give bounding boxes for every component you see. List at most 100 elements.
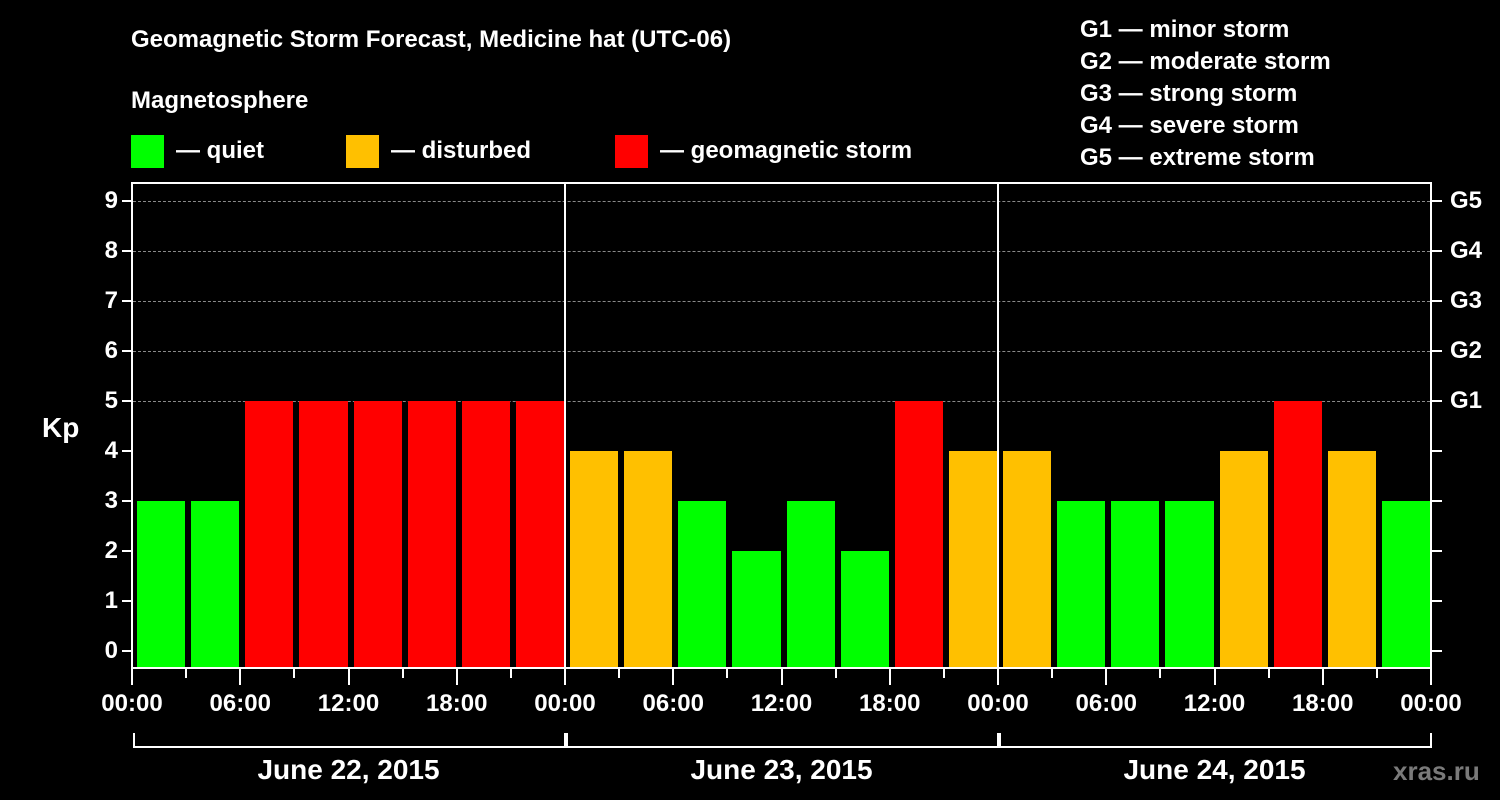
y-tick-right [1432, 350, 1442, 352]
x-tick-minor [1051, 669, 1054, 678]
g-scale-label: G1 [1450, 387, 1483, 414]
kp-bar [353, 401, 402, 668]
legend-label-storm: — geomagnetic storm [660, 137, 913, 164]
y-tick-right [1432, 400, 1442, 402]
legend-disturbed: — disturbed [346, 134, 531, 168]
x-tick-major [672, 669, 675, 685]
x-tick-label: 12:00 [750, 690, 813, 717]
g-scale-label: G4 [1450, 237, 1483, 264]
x-tick-major [564, 669, 566, 685]
chart-title: Geomagnetic Storm Forecast, Medicine hat… [131, 26, 732, 53]
g-scale-label: G5 [1450, 187, 1483, 214]
kp-bar [1273, 401, 1322, 668]
y-tick-label: 9 [104, 187, 118, 214]
storm-scale-legend: G1 — minor storm G2 — moderate storm G3 … [1080, 14, 1331, 174]
y-tick-right [1432, 500, 1442, 502]
kp-bar [840, 551, 889, 668]
day-label: June 22, 2015 [257, 754, 440, 785]
y-tick [122, 350, 132, 352]
x-tick-minor [1375, 669, 1378, 678]
x-tick-major [997, 669, 999, 685]
y-tick-right [1432, 550, 1442, 552]
y-tick-right [1432, 450, 1442, 452]
x-tick-minor [726, 669, 729, 678]
y-tick-label: 1 [104, 587, 118, 614]
x-tick-label: 00:00 [1400, 690, 1462, 717]
kp-bar [732, 551, 781, 668]
y-tick-label: 5 [104, 387, 118, 414]
y-tick-label: 6 [104, 337, 118, 364]
x-tick-minor [942, 669, 945, 678]
storm-scale-g2: G2 — moderate storm [1080, 48, 1331, 75]
day-bracket [566, 733, 999, 748]
x-tick-label: 00:00 [967, 690, 1029, 717]
x-tick-label: 06:00 [1075, 690, 1137, 717]
storm-scale-g5: G5 — extreme storm [1080, 144, 1315, 171]
x-tick-major [1213, 669, 1216, 685]
g-scale-label: G2 [1450, 337, 1483, 364]
x-tick-major [239, 669, 242, 685]
x-tick-minor [509, 669, 512, 678]
y-tick [122, 500, 132, 502]
kp-bar [624, 451, 673, 668]
kp-bar [1165, 501, 1214, 668]
kp-bar [1057, 501, 1106, 668]
y-tick [122, 550, 132, 552]
y-tick [122, 400, 132, 402]
x-tick-minor [834, 669, 837, 678]
kp-bar [678, 501, 727, 668]
legend-swatch-storm [615, 134, 648, 168]
kp-bar [786, 501, 835, 668]
day-label: June 24, 2015 [1123, 754, 1306, 785]
gridline [133, 301, 1430, 302]
legend-swatch-quiet [131, 134, 164, 168]
legend-label-disturbed: — disturbed [391, 137, 532, 164]
gridline [133, 401, 1430, 402]
gridline [133, 201, 1430, 202]
legend-swatch-disturbed [346, 134, 379, 168]
y-tick-right [1432, 600, 1442, 602]
storm-scale-g3: G3 — strong storm [1080, 80, 1298, 107]
legend-quiet: — quiet [131, 134, 264, 168]
x-tick-major [888, 669, 891, 685]
y-tick [122, 650, 132, 652]
y-tick-label: 3 [104, 487, 118, 514]
x-tick-label: 12:00 [1183, 690, 1246, 717]
gridline [133, 351, 1430, 352]
chart-subtitle: Magnetosphere [131, 87, 309, 114]
day-divider [997, 182, 999, 669]
kp-bar [137, 501, 186, 668]
kp-bar [1219, 451, 1268, 668]
kp-bar [1111, 501, 1160, 668]
plot-frame [131, 182, 1432, 669]
x-tick-minor [185, 669, 188, 678]
x-tick-minor [293, 669, 296, 678]
kp-bar [1003, 451, 1052, 668]
kp-bar [299, 401, 348, 668]
y-tick [122, 250, 132, 252]
x-tick-label: 00:00 [534, 690, 596, 717]
gridline [133, 251, 1430, 252]
y-axis-label: Kp [42, 412, 80, 443]
y-tick-right [1432, 300, 1442, 302]
day-divider [564, 182, 566, 669]
x-tick-label: 06:00 [209, 690, 271, 717]
kp-bar [1327, 451, 1376, 668]
y-tick-label: 4 [104, 437, 118, 464]
x-tick-major [1105, 669, 1108, 685]
y-tick [122, 300, 132, 302]
x-tick-label: 18:00 [1292, 690, 1354, 717]
x-tick-minor [618, 669, 621, 678]
y-tick [122, 600, 132, 602]
x-tick-minor [401, 669, 404, 678]
y-tick-right [1432, 650, 1442, 652]
y-tick-label: 8 [104, 237, 118, 264]
kp-bar [407, 401, 456, 668]
kp-bar [515, 401, 564, 668]
kp-bar [461, 401, 510, 668]
y-tick-right [1432, 250, 1442, 252]
y-tick [122, 200, 132, 202]
storm-scale-g1: G1 — minor storm [1080, 16, 1290, 43]
x-tick-label: 00:00 [101, 690, 163, 717]
kp-bar [1381, 501, 1430, 668]
